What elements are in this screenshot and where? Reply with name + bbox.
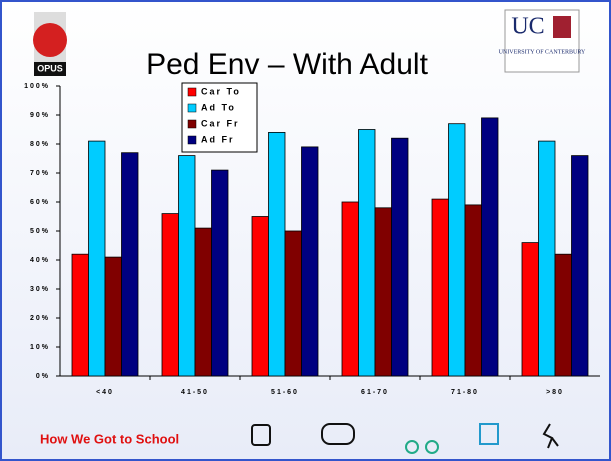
bar [284,230,302,377]
icon-walker [542,423,559,449]
bar [211,169,229,377]
legend-label: Ad To [201,102,236,112]
logo-band [34,62,66,76]
logo-circle [33,23,67,57]
opus-logo: OPUS [33,12,67,76]
logo-text: OPUS [37,63,63,73]
icon-bike [425,440,439,454]
legend-swatch [187,119,197,129]
y-tick-label: 60% [30,199,50,206]
bar [301,146,319,377]
y-tick-label: 80% [30,141,50,148]
x-tick-label: 51-60 [271,389,299,396]
y-tick-label: 70% [30,170,50,177]
bar [161,213,179,377]
bar [268,131,286,377]
bar [538,140,556,377]
icon-bag [251,424,271,446]
icon-bus [321,423,355,445]
bar [521,242,539,377]
footer: How We Got to School [40,431,179,446]
bar [571,155,589,377]
y-tick-label: 90% [30,112,50,119]
x-tick-label: 41-50 [181,389,209,396]
y-tick-label: 10% [30,344,50,351]
logo-subtext: UNIVERSITY OF CANTERBURY [499,49,586,55]
bar [481,117,499,377]
bar [448,123,466,377]
bar [251,216,269,377]
bar [391,137,409,377]
chart-title: Ped Env – With Adult [146,48,428,81]
y-tick-label: 40% [30,257,50,264]
logo-crest [553,16,571,38]
bar [464,204,482,377]
y-tick-label: 30% [30,286,50,293]
bar [358,129,376,377]
bar [71,253,89,377]
legend-label: Car Fr [201,118,240,128]
icons [251,423,559,454]
bar [178,155,196,377]
bar [341,201,359,377]
bar [194,227,212,377]
icon-scooter [479,423,499,445]
y-tick-label: 20% [30,315,50,322]
bar [554,253,572,377]
legend-swatch [187,135,197,145]
x-tick-label: 61-70 [361,389,389,396]
legend-swatch [187,103,197,113]
y-tick-label: 100% [24,83,50,90]
bar [121,152,139,377]
bar [88,140,106,377]
y-tick-label: 0% [36,373,50,380]
x-tick-label: >80 [546,389,564,396]
legend-swatch [187,87,197,97]
uc-logo: UC UNIVERSITY OF CANTERBURY [499,9,586,73]
legend-label: Ad Fr [201,134,235,144]
bar [374,207,392,377]
y-tick-label: 50% [30,228,50,235]
legend-label: Car To [201,86,241,96]
x-tick-label: <40 [96,389,114,396]
logo-text: UC [511,14,544,40]
bar [104,256,122,377]
bar [431,198,449,377]
x-tick-label: 71-80 [451,389,479,396]
icon-bike [405,440,419,454]
